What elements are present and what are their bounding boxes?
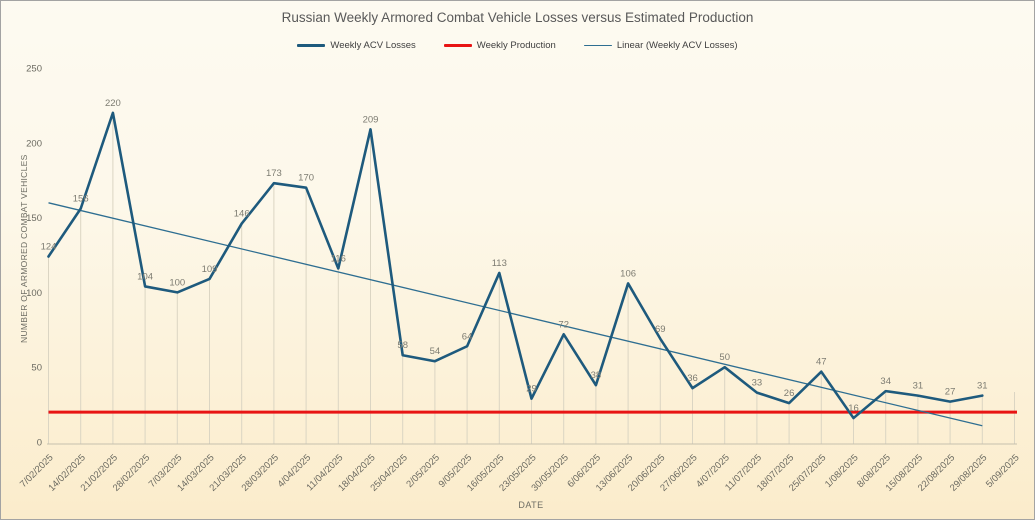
legend-item-production: Weekly Production [443, 40, 556, 51]
y-tick-label: 50 [31, 363, 42, 374]
data-point-label: 36 [687, 373, 698, 384]
legend-label: Weekly Production [476, 40, 556, 51]
data-point-label: 54 [430, 346, 441, 357]
data-point-label: 72 [558, 319, 569, 330]
y-axis-title: NUMBER OF ARMORED COMBAT VEHICLES [19, 154, 29, 343]
x-tick-label: 5/09/2025 [984, 452, 1022, 490]
data-point-label: 173 [266, 168, 282, 179]
data-point-label: 146 [234, 209, 250, 220]
data-point-label: 16 [848, 403, 859, 414]
data-point-label: 209 [363, 114, 379, 125]
data-point-label: 113 [492, 258, 507, 269]
x-axis-title: DATE [518, 500, 544, 510]
data-point-label: 100 [169, 277, 185, 288]
data-point-label: 34 [880, 376, 891, 387]
data-point-label: 104 [137, 271, 153, 282]
data-point-label: 58 [397, 340, 408, 351]
data-point-label: 27 [945, 387, 956, 398]
data-point-label: 220 [105, 98, 121, 109]
data-point-label: 26 [784, 388, 795, 399]
x-tick-label: 1/08/2025 [823, 452, 861, 490]
data-point-label: 106 [620, 268, 636, 279]
data-point-label: 47 [816, 357, 827, 368]
x-tick-label: 2/05/2025 [404, 452, 442, 490]
acv-losses-swatch-icon [297, 44, 326, 47]
data-point-label: 109 [202, 264, 218, 275]
data-point-label: 31 [977, 381, 988, 392]
production-swatch-icon [443, 44, 472, 47]
data-point-label: 64 [462, 331, 473, 342]
legend-item-trendline: Linear (Weekly ACV Losses) [583, 40, 738, 51]
data-point-label: 116 [331, 253, 346, 264]
data-point-label: 31 [913, 381, 924, 392]
legend-item-acv-losses: Weekly ACV Losses [297, 40, 416, 51]
data-point-label: 33 [752, 378, 763, 389]
trendline-swatch-icon [583, 44, 612, 47]
legend-label: Weekly ACV Losses [330, 40, 416, 51]
y-tick-label: 250 [26, 64, 42, 75]
y-tick-label: 0 [37, 438, 42, 449]
data-point-label: 50 [719, 352, 730, 363]
y-tick-label: 150 [26, 213, 42, 224]
data-point-label: 69 [655, 324, 666, 335]
y-tick-label: 200 [26, 138, 42, 149]
data-point-label: 29 [526, 384, 537, 395]
chart-title: Russian Weekly Armored Combat Vehicle Lo… [281, 10, 754, 25]
trendline [48, 202, 983, 427]
data-point-label: 170 [298, 173, 314, 184]
data-point-label: 156 [73, 194, 89, 205]
legend-label: Linear (Weekly ACV Losses) [616, 40, 738, 51]
data-point-label: 38 [591, 370, 602, 381]
data-point-label: 124 [41, 241, 57, 252]
acv-losses-line [47, 111, 984, 420]
y-tick-label: 100 [26, 288, 42, 299]
legend: Weekly ACV Losses Weekly Production Line… [1, 40, 1034, 51]
